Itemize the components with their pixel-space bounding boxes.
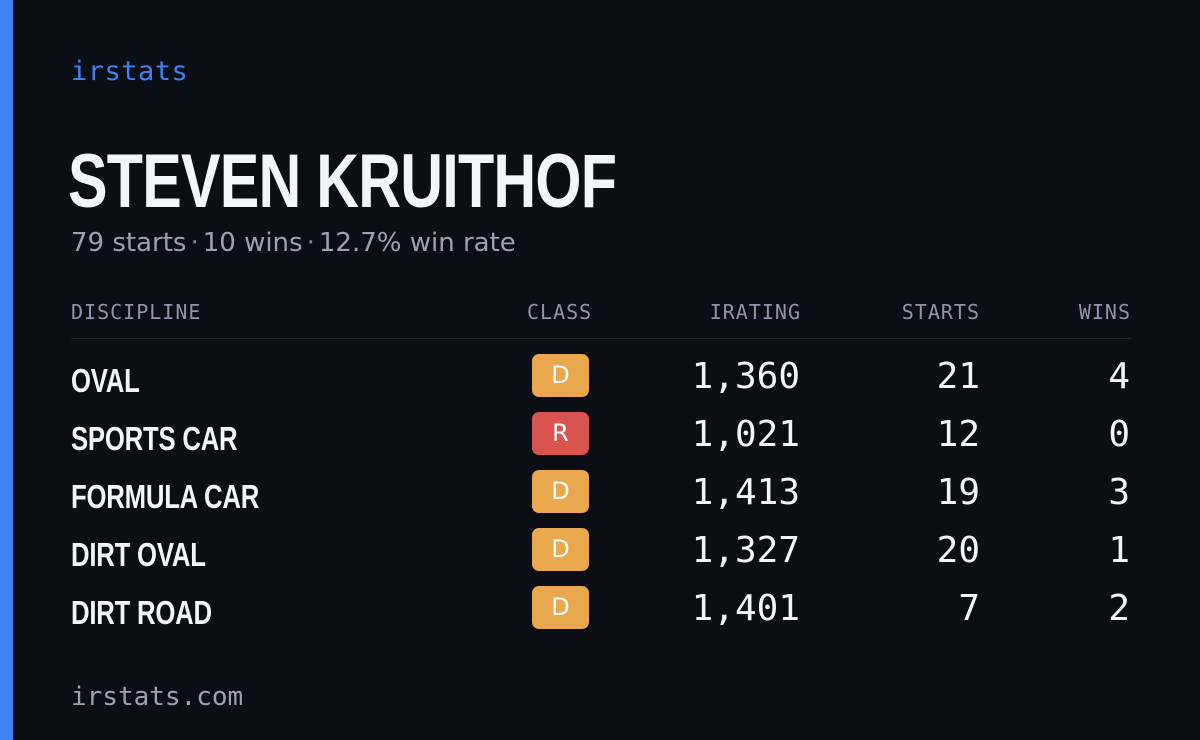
wins-value: 4 bbox=[1108, 356, 1130, 397]
license-class-badge: D bbox=[532, 586, 589, 629]
irating-value: 1,327 bbox=[691, 530, 800, 571]
table-row-formula-car: FORMULA CAR D 1,413 19 3 bbox=[71, 470, 1131, 518]
wins-value: 1 bbox=[1108, 530, 1130, 571]
player-summary: 79 starts · 10 wins · 12.7% win rate bbox=[71, 228, 516, 258]
irating-value: 1,401 bbox=[691, 588, 800, 629]
discipline-name: SPORTS CAR bbox=[71, 420, 238, 457]
column-header-discipline: DISCIPLINE bbox=[71, 300, 202, 324]
table-row-dirt-oval: DIRT OVAL D 1,327 20 1 bbox=[71, 528, 1131, 576]
summary-separator: · bbox=[190, 228, 199, 258]
table-row-dirt-road: DIRT ROAD D 1,401 7 2 bbox=[71, 586, 1131, 634]
irating-value: 1,021 bbox=[691, 414, 800, 455]
column-header-class: CLASS bbox=[527, 300, 593, 324]
starts-value: 21 bbox=[936, 356, 980, 397]
starts-value: 12 bbox=[936, 414, 980, 455]
irating-value: 1,360 bbox=[691, 356, 800, 397]
column-header-irating: IRATING bbox=[709, 300, 801, 324]
irating-value: 1,413 bbox=[691, 472, 800, 513]
wins-value: 3 bbox=[1108, 472, 1130, 513]
starts-value: 7 bbox=[958, 588, 980, 629]
brand-logo: irstats bbox=[71, 56, 189, 87]
column-header-starts: STARTS bbox=[901, 300, 980, 324]
starts-value: 20 bbox=[936, 530, 980, 571]
license-class-badge: D bbox=[532, 528, 589, 571]
license-class-badge: D bbox=[532, 470, 589, 513]
summary-starts: 79 starts bbox=[71, 228, 187, 258]
player-name: STEVEN KRUITHOF bbox=[68, 139, 617, 224]
discipline-name: DIRT ROAD bbox=[71, 594, 212, 631]
table-row-oval: OVAL D 1,360 21 4 bbox=[71, 354, 1131, 402]
footer-url: irstats.com bbox=[71, 682, 244, 712]
discipline-name: OVAL bbox=[71, 362, 140, 399]
summary-wins: 10 wins bbox=[202, 228, 303, 258]
summary-win-rate: 12.7% win rate bbox=[318, 228, 516, 258]
discipline-name: DIRT OVAL bbox=[71, 536, 206, 573]
license-class-badge: D bbox=[532, 354, 589, 397]
stats-table-header: DISCIPLINE CLASS IRATING STARTS WINS bbox=[71, 300, 1131, 339]
discipline-name: FORMULA CAR bbox=[71, 478, 260, 515]
license-class-badge: R bbox=[532, 412, 589, 455]
wins-value: 0 bbox=[1108, 414, 1130, 455]
column-header-wins: WINS bbox=[1078, 300, 1131, 324]
accent-bar bbox=[0, 0, 13, 740]
wins-value: 2 bbox=[1108, 588, 1130, 629]
starts-value: 19 bbox=[936, 472, 980, 513]
summary-separator: · bbox=[306, 228, 315, 258]
table-row-sports-car: SPORTS CAR R 1,021 12 0 bbox=[71, 412, 1131, 460]
